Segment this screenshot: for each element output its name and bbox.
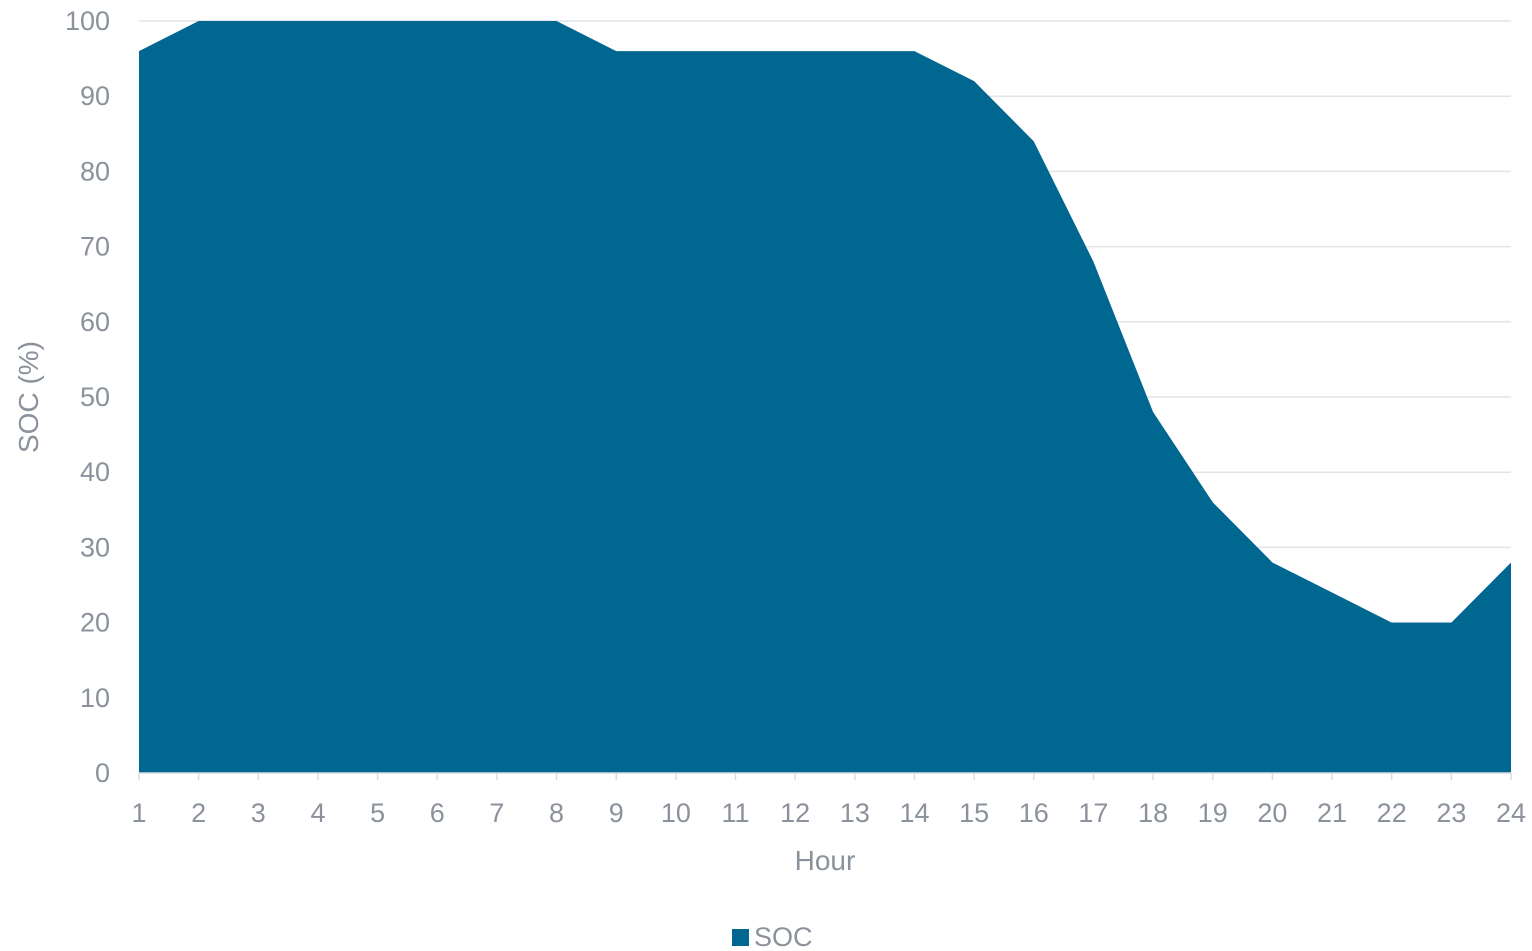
area-series-soc [139,21,1511,773]
x-tick-label: 11 [722,798,750,828]
data-point [1332,592,1333,593]
y-tick-label: 90 [80,81,110,111]
x-tick-label: 3 [251,798,266,828]
x-tick-label: 12 [780,798,810,828]
data-point [437,21,438,22]
y-tick-label: 60 [80,307,110,337]
data-point [496,21,497,22]
x-tick-label: 9 [609,798,624,828]
x-tick-label: 19 [1198,798,1228,828]
x-axis-title: Hour [795,845,856,876]
y-tick-label: 40 [80,457,110,487]
y-tick-label: 100 [65,6,110,36]
x-tick-label: 10 [661,798,691,828]
y-tick-label: 0 [95,758,110,788]
data-point [795,51,796,52]
data-point [1451,622,1452,623]
x-tick-label: 23 [1436,798,1466,828]
data-point [258,21,259,22]
data-point [1153,412,1154,413]
x-tick-label: 18 [1138,798,1168,828]
data-point [198,21,199,22]
data-point [1511,562,1512,563]
plot-area [139,21,1512,773]
y-axis-title: SOC (%) [13,341,44,453]
data-point [1391,622,1392,623]
legend-swatch-soc [732,929,749,946]
x-tick-label: 22 [1377,798,1407,828]
data-point [1093,261,1094,262]
data-point [556,21,557,22]
y-tick-label: 80 [80,156,110,186]
x-tick-label: 8 [549,798,564,828]
x-tick-label: 13 [840,798,870,828]
data-point [1212,502,1213,503]
legend: SOC [732,922,813,951]
x-tick-label: 24 [1496,798,1526,828]
y-tick-label: 20 [80,608,110,638]
x-tick-label: 7 [489,798,504,828]
x-tick-label: 6 [430,798,445,828]
legend-label-soc: SOC [754,922,813,951]
y-tick-label: 30 [80,532,110,562]
data-point [616,51,617,52]
data-point [854,51,855,52]
data-point [1272,562,1273,563]
data-point [914,51,915,52]
x-tick-label: 16 [1019,798,1049,828]
x-axis-ticks: 1 2 3 4 5 6 7 8 9 10 11 12 13 14 15 16 17 18 19 20 21 22 23 24 [131,773,1526,828]
y-tick-label: 70 [80,232,110,262]
y-tick-label: 10 [80,683,110,713]
x-tick-label: 5 [370,798,385,828]
x-tick-label: 1 [131,798,146,828]
x-tick-label: 17 [1078,798,1108,828]
data-point [377,21,378,22]
y-axis: 0 10 20 30 40 50 60 70 80 90 100 [65,6,110,788]
x-tick-label: 15 [959,798,989,828]
x-tick-label: 20 [1257,798,1287,828]
x-tick-label: 21 [1317,798,1347,828]
data-point [735,51,736,52]
x-tick-label: 4 [310,798,325,828]
data-point [317,21,318,22]
data-point [139,51,140,52]
data-point [675,51,676,52]
x-tick-label: 2 [191,798,206,828]
data-point [1033,141,1034,142]
y-tick-label: 50 [80,382,110,412]
x-tick-label: 14 [899,798,929,828]
data-point [974,81,975,82]
